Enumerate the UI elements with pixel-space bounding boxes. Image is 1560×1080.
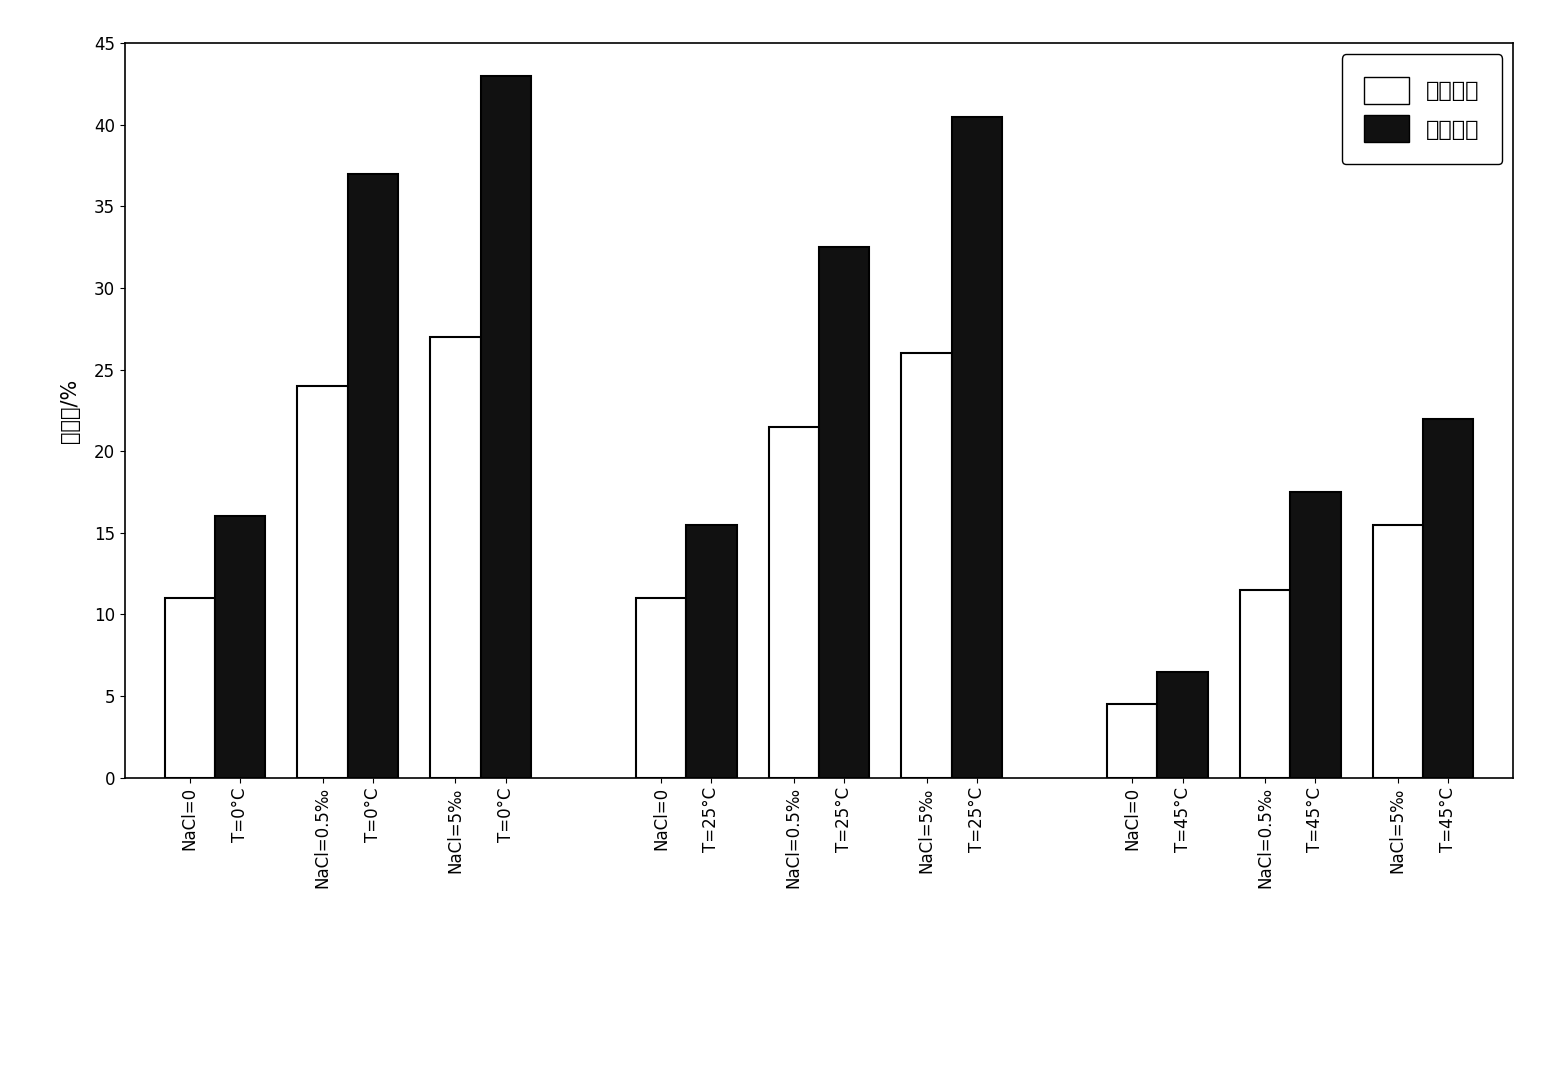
- Bar: [480, 76, 530, 778]
- Bar: [215, 516, 265, 778]
- Bar: [636, 598, 686, 778]
- Bar: [902, 353, 952, 778]
- Bar: [1373, 525, 1423, 778]
- Bar: [1290, 492, 1340, 778]
- Bar: [431, 337, 480, 778]
- Legend: 一次洗脱, 二次洗脱: 一次洗脱, 二次洗脱: [1342, 54, 1502, 164]
- Bar: [1240, 590, 1290, 778]
- Bar: [819, 247, 869, 778]
- Bar: [952, 117, 1002, 778]
- Y-axis label: 脱附率/%: 脱附率/%: [61, 378, 80, 443]
- Bar: [298, 386, 348, 778]
- Bar: [1108, 704, 1158, 778]
- Bar: [1423, 419, 1473, 778]
- Bar: [769, 427, 819, 778]
- Bar: [1158, 672, 1207, 778]
- Bar: [165, 598, 215, 778]
- Bar: [348, 174, 398, 778]
- Bar: [686, 525, 736, 778]
